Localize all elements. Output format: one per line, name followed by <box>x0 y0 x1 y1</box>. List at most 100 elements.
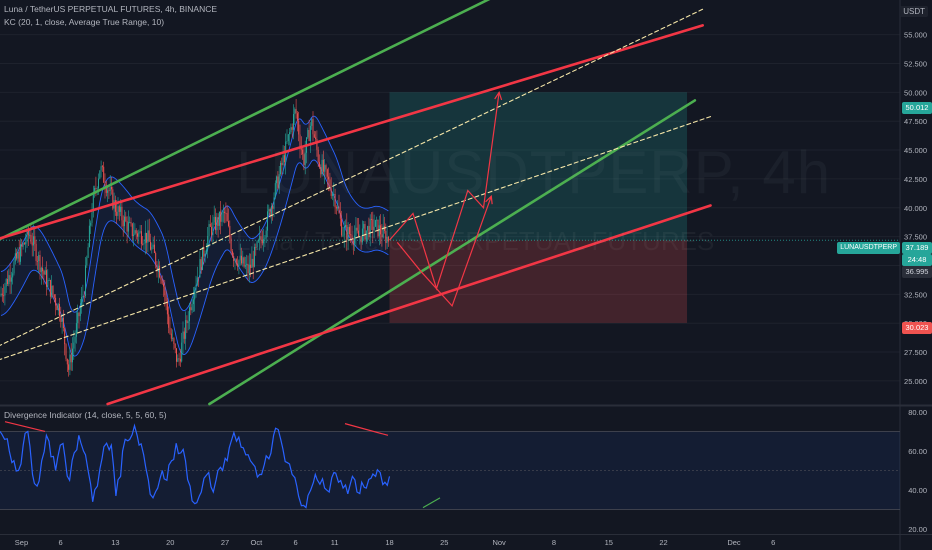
price-tick-label: 50.000 <box>904 88 927 97</box>
candle-body <box>372 219 374 231</box>
candle-body <box>289 132 291 135</box>
candle-body <box>265 230 267 238</box>
candle-body <box>4 286 6 296</box>
candle-body <box>107 190 109 193</box>
candle-body <box>61 318 63 322</box>
candle-body <box>38 255 40 262</box>
trend-line-lower-green-channel[interactable] <box>208 99 697 406</box>
candle-body <box>348 226 350 235</box>
candle-body <box>173 338 175 344</box>
price-tick-label: 47.500 <box>904 117 927 126</box>
candle-body <box>0 293 2 296</box>
sub-indicator-legend[interactable]: Divergence Indicator (14, close, 5, 5, 6… <box>4 410 167 420</box>
candle-body <box>205 249 207 254</box>
candle-body <box>33 236 34 246</box>
candle-body <box>213 216 215 223</box>
candle-body <box>208 224 210 236</box>
trend-line-upper-red-channel[interactable] <box>0 24 705 240</box>
projection-arrows[interactable] <box>389 90 503 308</box>
trend-line-lower-red-channel[interactable] <box>106 204 712 406</box>
candle-body <box>88 225 90 248</box>
candle-body <box>142 243 144 245</box>
candle-body <box>189 307 190 322</box>
candle-body <box>373 226 375 231</box>
candle-body <box>95 188 97 189</box>
candle-body <box>164 286 166 296</box>
candle-body <box>60 316 62 322</box>
candle-body <box>221 212 223 222</box>
rsi-tick-label: 20.00 <box>908 525 927 534</box>
candle-body <box>25 242 27 245</box>
trend-lines[interactable] <box>0 0 712 406</box>
stop-price-tag: 30.023 <box>902 322 932 334</box>
candle-body <box>170 333 172 339</box>
candle-body <box>202 247 203 271</box>
candle-body <box>345 224 346 228</box>
candle-body <box>341 218 343 236</box>
rsi-line <box>0 423 391 509</box>
candle-body <box>17 251 19 259</box>
candle-body <box>365 230 367 240</box>
candle-body <box>371 218 372 220</box>
candle-body <box>23 243 25 245</box>
candle-body <box>5 279 7 287</box>
candle-body <box>382 226 384 238</box>
candle-body <box>212 222 214 236</box>
price-tick-label: 25.000 <box>904 377 927 386</box>
candle-body <box>46 270 47 287</box>
candle-body <box>161 279 163 284</box>
candle-body <box>10 277 12 282</box>
candle-body <box>356 227 358 231</box>
chart-title: Luna / TetherUS PERPETUAL FUTURES, 4h, B… <box>4 4 218 14</box>
candle-body <box>79 307 81 317</box>
candle-body <box>129 222 131 223</box>
trend-line-dashed-lower[interactable] <box>0 116 712 361</box>
candle-body <box>290 127 292 133</box>
candle-body <box>99 170 101 179</box>
indicator-legend[interactable]: KC (20, 1, close, Average True Range, 10… <box>4 17 165 27</box>
trend-line-upper-green-channel[interactable] <box>0 0 499 241</box>
keltner-lower <box>0 159 389 357</box>
candle-body <box>18 251 20 262</box>
candle-body <box>52 285 54 295</box>
candle-body <box>234 259 236 261</box>
candle-body <box>252 258 254 267</box>
candle-body <box>261 239 263 244</box>
candle-body <box>230 238 232 252</box>
candle-body <box>126 220 128 232</box>
candle-body <box>328 176 330 180</box>
candle-body <box>65 344 67 359</box>
candle-body <box>51 285 53 297</box>
candle-body <box>96 188 98 190</box>
candle-body <box>165 295 167 301</box>
time-axis[interactable]: Sep 6 13 20 27 Oct 6 11 18 25 Nov 8 15 22 Dec 6 <box>15 538 775 547</box>
candle-body <box>22 243 24 247</box>
candle-body <box>294 109 296 115</box>
candle-body <box>242 257 244 264</box>
currency-label[interactable]: USDT <box>900 6 928 17</box>
price-tick-label: 32.500 <box>904 290 927 299</box>
time-tick-label: Oct <box>251 538 264 547</box>
long-position-box[interactable] <box>0 92 900 323</box>
candle-body <box>269 209 271 217</box>
candle-body <box>181 342 183 362</box>
candle-body <box>246 263 248 266</box>
candle-body <box>3 295 5 297</box>
candle-body <box>220 211 222 222</box>
candle-body <box>293 114 294 130</box>
candle-body <box>195 285 197 290</box>
candle-body <box>387 236 389 242</box>
candle-body <box>295 109 297 114</box>
trend-line-dashed-upper[interactable] <box>0 8 704 346</box>
candle-body <box>376 219 378 221</box>
candle-body <box>304 152 306 165</box>
candle-body <box>72 348 73 363</box>
candle-body <box>12 273 14 278</box>
candle-body <box>307 129 309 138</box>
candle-body <box>351 235 353 242</box>
time-tick-label: 6 <box>59 538 63 547</box>
candle-body <box>98 178 99 189</box>
candle-body <box>103 166 105 183</box>
candle-body <box>121 206 123 221</box>
